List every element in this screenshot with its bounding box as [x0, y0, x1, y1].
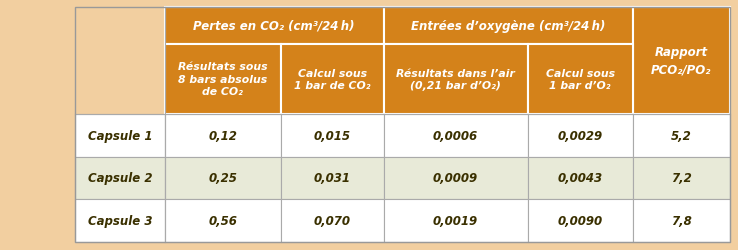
Bar [75, 200, 165, 242]
Text: 5,2: 5,2 [671, 129, 692, 142]
Bar [528, 114, 632, 157]
Text: 7,8: 7,8 [671, 214, 692, 227]
Text: 7,2: 7,2 [671, 172, 692, 185]
Bar [75, 8, 730, 242]
Bar [632, 8, 730, 114]
Text: 0,031: 0,031 [314, 172, 351, 185]
Bar [165, 8, 384, 45]
Text: Capsule 3: Capsule 3 [88, 214, 152, 227]
Text: Capsule 1: Capsule 1 [88, 129, 152, 142]
Bar [165, 45, 281, 114]
Text: Capsule 2: Capsule 2 [88, 172, 152, 185]
Bar [632, 157, 730, 200]
Bar [165, 157, 281, 200]
Bar [528, 157, 632, 200]
Bar [384, 200, 528, 242]
Bar [384, 45, 528, 114]
Bar [281, 200, 384, 242]
Bar [75, 45, 165, 114]
Text: 0,0019: 0,0019 [433, 214, 478, 227]
Bar [528, 45, 632, 114]
Bar [632, 114, 730, 157]
Text: 0,0009: 0,0009 [433, 172, 478, 185]
Text: 0,0029: 0,0029 [557, 129, 603, 142]
Bar [75, 157, 165, 200]
Text: 0,0006: 0,0006 [433, 129, 478, 142]
Bar [75, 114, 165, 157]
Bar [384, 114, 528, 157]
Text: Rapport
PCO₂/PO₂: Rapport PCO₂/PO₂ [651, 46, 711, 76]
Text: 0,25: 0,25 [209, 172, 238, 185]
Bar [384, 8, 632, 45]
Bar [165, 200, 281, 242]
Text: Pertes en CO₂ (cm³/24 h): Pertes en CO₂ (cm³/24 h) [193, 20, 355, 33]
Bar [75, 8, 165, 45]
Text: 0,56: 0,56 [209, 214, 238, 227]
Text: 0,0090: 0,0090 [557, 214, 603, 227]
Text: Calcul sous
1 bar d’O₂: Calcul sous 1 bar d’O₂ [545, 68, 615, 91]
Bar [281, 45, 384, 114]
Bar [281, 157, 384, 200]
Bar [632, 200, 730, 242]
Bar [165, 114, 281, 157]
Text: Résultats dans l’air
(0,21 bar d’O₂): Résultats dans l’air (0,21 bar d’O₂) [396, 68, 515, 91]
Text: Résultats sous
8 bars absolus
de CO₂: Résultats sous 8 bars absolus de CO₂ [178, 62, 268, 97]
Bar [384, 157, 528, 200]
Text: 0,0043: 0,0043 [557, 172, 603, 185]
Text: 0,12: 0,12 [209, 129, 238, 142]
Text: 0,070: 0,070 [314, 214, 351, 227]
Bar [281, 114, 384, 157]
Text: 0,015: 0,015 [314, 129, 351, 142]
Text: Calcul sous
1 bar de CO₂: Calcul sous 1 bar de CO₂ [294, 68, 370, 91]
Text: Entrées d’oxygène (cm³/24 h): Entrées d’oxygène (cm³/24 h) [411, 20, 605, 33]
Bar [528, 200, 632, 242]
